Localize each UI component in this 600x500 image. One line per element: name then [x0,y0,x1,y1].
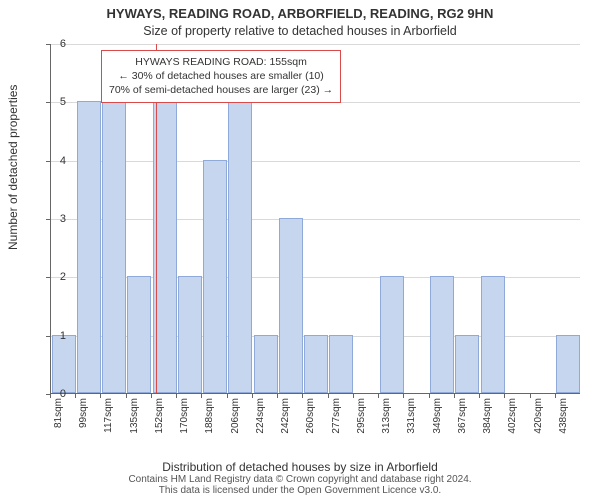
annot-line1: HYWAYS READING ROAD: 155sqm [109,55,333,69]
chart-title: HYWAYS, READING ROAD, ARBORFIELD, READIN… [0,6,600,21]
annot-line2: ← 30% of detached houses are smaller (10… [109,69,333,83]
x-tick-label: 402sqm [507,398,518,434]
y-tick-label: 3 [52,213,66,225]
y-tick-mark [46,219,50,220]
x-tick-mark [277,394,278,398]
histogram-bar [455,335,479,393]
histogram-bar [556,335,580,393]
x-tick-label: 170sqm [179,398,190,434]
histogram-bar [380,276,404,393]
x-tick-label: 295sqm [356,398,367,434]
x-tick-mark [555,394,556,398]
caption-line2: This data is licensed under the Open Gov… [159,485,441,496]
x-tick-label: 117sqm [103,398,114,433]
x-tick-label: 99sqm [78,398,89,428]
x-tick-mark [454,394,455,398]
y-tick-label: 4 [52,155,66,167]
x-tick-mark [328,394,329,398]
histogram-bar [77,101,101,393]
x-tick-label: 224sqm [255,398,266,434]
annotation-box: HYWAYS READING ROAD: 155sqm← 30% of deta… [101,50,341,103]
histogram-bar [279,218,303,393]
y-tick-mark [46,161,50,162]
x-tick-label: 313sqm [381,398,392,434]
x-tick-label: 152sqm [154,398,165,434]
x-tick-mark [302,394,303,398]
chart-subtitle: Size of property relative to detached ho… [0,24,600,38]
x-tick-label: 331sqm [406,398,417,434]
y-tick-mark [46,102,50,103]
gridline [51,44,580,45]
y-tick-mark [46,336,50,337]
x-tick-mark [151,394,152,398]
x-tick-mark [126,394,127,398]
gridline [51,219,580,220]
x-tick-mark [75,394,76,398]
x-tick-label: 188sqm [204,398,215,434]
x-tick-mark [530,394,531,398]
histogram-bar [481,276,505,393]
x-tick-mark [504,394,505,398]
chart-caption: Contains HM Land Registry data © Crown c… [0,474,600,496]
histogram-bar [329,335,353,393]
y-axis-label: Number of detached properties [6,85,20,250]
y-tick-mark [46,277,50,278]
x-tick-mark [403,394,404,398]
histogram-bar [178,276,202,393]
x-tick-mark [100,394,101,398]
x-tick-label: 420sqm [533,398,544,434]
histogram-bar [127,276,151,393]
x-tick-label: 81sqm [53,398,64,428]
x-tick-label: 242sqm [280,398,291,434]
histogram-bar [52,335,76,393]
x-tick-label: 367sqm [457,398,468,434]
histogram-bar [228,101,252,393]
x-tick-label: 260sqm [305,398,316,434]
y-tick-label: 5 [52,96,66,108]
histogram-bar [203,160,227,393]
y-tick-label: 6 [52,38,66,50]
y-tick-label: 1 [52,330,66,342]
caption-line1: Contains HM Land Registry data © Crown c… [128,474,471,485]
x-tick-mark [201,394,202,398]
x-tick-mark [353,394,354,398]
x-tick-mark [378,394,379,398]
annot-line3: 70% of semi-detached houses are larger (… [109,83,333,97]
histogram-bar [430,276,454,393]
gridline [51,161,580,162]
plot-area: HYWAYS READING ROAD: 155sqm← 30% of deta… [50,44,580,394]
histogram-bar [254,335,278,393]
x-tick-mark [50,394,51,398]
x-tick-label: 384sqm [482,398,493,434]
y-tick-label: 2 [52,271,66,283]
x-tick-label: 206sqm [230,398,241,434]
x-tick-label: 135sqm [129,398,140,434]
x-tick-mark [227,394,228,398]
x-tick-mark [252,394,253,398]
histogram-bar [102,101,126,393]
y-tick-mark [46,44,50,45]
x-tick-mark [176,394,177,398]
x-tick-label: 349sqm [432,398,443,434]
x-tick-mark [429,394,430,398]
x-tick-mark [479,394,480,398]
x-tick-label: 438sqm [558,398,569,434]
x-axis-label: Distribution of detached houses by size … [0,460,600,474]
property-size-chart: HYWAYS, READING ROAD, ARBORFIELD, READIN… [0,0,600,500]
x-tick-label: 277sqm [331,398,342,434]
histogram-bar [304,335,328,393]
